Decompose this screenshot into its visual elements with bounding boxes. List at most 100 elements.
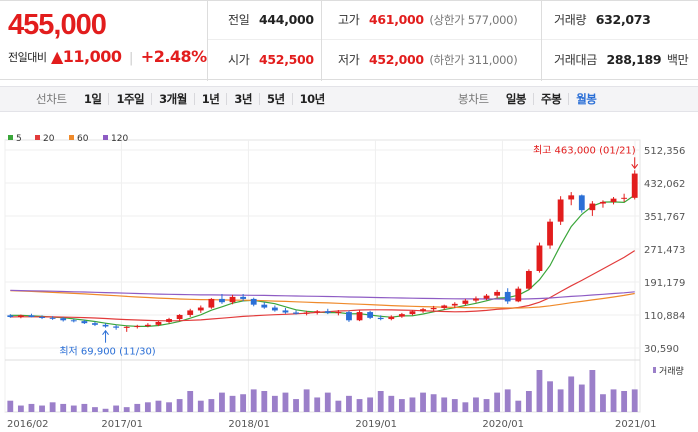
candle — [589, 203, 596, 211]
candle — [504, 291, 511, 302]
volume-bar — [134, 403, 141, 412]
volume-bar — [187, 391, 194, 412]
low-value: 452,000 — [369, 52, 424, 67]
candle — [197, 307, 204, 311]
volume-bar — [144, 402, 151, 412]
volume-bar — [504, 389, 511, 412]
current-price: 455,000 — [8, 9, 107, 41]
legend-swatch — [35, 135, 40, 140]
x-tick-label: 2021/01 — [615, 419, 657, 430]
volume-bar — [49, 402, 56, 412]
tab-1y[interactable]: 1년 — [193, 93, 227, 105]
candle — [293, 312, 299, 314]
candle — [420, 309, 426, 312]
volume-bar — [367, 397, 374, 412]
candle — [303, 312, 310, 314]
volume-bar — [7, 400, 14, 412]
x-tick-label: 2016/02 — [7, 419, 49, 430]
legend-entry: 5 — [16, 134, 22, 144]
candle — [398, 314, 405, 317]
volume-bar — [441, 397, 448, 412]
candle — [17, 315, 24, 318]
low-label: 저가 — [338, 53, 360, 67]
volume-bar — [81, 403, 88, 412]
high-cell: 고가 461,000 (상한가 577,000) — [338, 1, 518, 39]
volume-bar — [261, 391, 268, 412]
tab-monthly[interactable]: 월봉 — [568, 93, 603, 105]
ma120-line — [10, 289, 635, 300]
candle — [314, 311, 321, 313]
volume-bar — [483, 399, 490, 412]
candle — [367, 312, 374, 318]
volume-bar — [621, 391, 628, 412]
candle — [282, 310, 289, 313]
candle — [409, 311, 416, 315]
volume-bar — [303, 389, 310, 412]
candle — [356, 312, 363, 321]
volume-bar — [568, 376, 575, 412]
amount-label: 거래대금 — [554, 53, 597, 67]
candle — [134, 326, 141, 328]
candle — [621, 197, 628, 199]
candle — [261, 304, 268, 308]
volume-bar — [610, 389, 617, 412]
candle — [324, 311, 331, 313]
candle — [271, 307, 278, 311]
amount-value: 288,189 — [606, 52, 662, 67]
volume-bar — [600, 394, 606, 412]
tab-3y[interactable]: 3년 — [226, 93, 259, 105]
volume-bar — [70, 405, 77, 412]
x-tick-label: 2020/01 — [482, 419, 524, 430]
upper-limit: (상한가 577,000) — [429, 13, 518, 27]
volume-bar — [314, 397, 321, 412]
volume-bar — [631, 389, 638, 412]
volume-bar — [229, 395, 236, 412]
candle — [113, 326, 120, 328]
volume-bar — [39, 405, 45, 412]
change-row: 전일대비 ▲11,000 | +2.48% — [8, 47, 207, 66]
candle — [250, 298, 257, 305]
candle — [346, 312, 352, 321]
volume-bar — [494, 392, 501, 412]
legend-swatch — [69, 135, 74, 140]
low-annotation: 최저 69,900 (11/30) — [59, 346, 155, 358]
candle — [240, 296, 247, 299]
candle — [441, 305, 448, 308]
tab-1d[interactable]: 1일 — [83, 92, 102, 106]
y-tick-label: 110,884 — [644, 311, 685, 322]
candle — [631, 173, 638, 198]
tab-1w[interactable]: 1주일 — [108, 93, 151, 105]
tab-5y[interactable]: 5년 — [258, 93, 292, 105]
candle — [229, 296, 236, 303]
volume-bar — [282, 392, 289, 412]
volume-bar — [219, 392, 225, 412]
change-label: 전일대비 — [8, 51, 47, 64]
tab-3m[interactable]: 3개월 — [151, 93, 194, 105]
volume-bar — [473, 397, 479, 412]
volume-bar — [356, 399, 363, 412]
volume-bar — [536, 370, 543, 412]
ma20-line — [10, 250, 636, 322]
high-value: 461,000 — [369, 12, 424, 27]
legend-swatch — [8, 135, 13, 140]
candle — [81, 321, 88, 324]
candle — [219, 298, 225, 303]
line-chart-group: 선차트 1일 1주일 3개월 1년 3년 5년 10년 — [36, 87, 332, 111]
high-arrowhead — [631, 163, 639, 170]
tab-daily[interactable]: 일봉 — [505, 92, 527, 106]
candle — [568, 195, 575, 200]
volume-bar — [346, 395, 352, 412]
y-tick-label: 351,767 — [644, 212, 685, 223]
tab-10y[interactable]: 10년 — [291, 93, 332, 105]
candle — [578, 195, 585, 211]
tab-weekly[interactable]: 주봉 — [533, 93, 568, 105]
volume-bar — [28, 403, 35, 412]
quote-grid: 전일 444,000 고가 461,000 (상한가 577,000) 거래량 … — [208, 1, 698, 81]
change-percent: +2.48% — [140, 47, 207, 66]
x-tick-label: 2018/01 — [228, 419, 270, 430]
volume-bar — [176, 399, 183, 412]
volume-label: 거래량 — [659, 365, 684, 377]
prev-close-value: 444,000 — [259, 12, 314, 27]
candle — [208, 298, 215, 308]
candle — [473, 298, 479, 301]
